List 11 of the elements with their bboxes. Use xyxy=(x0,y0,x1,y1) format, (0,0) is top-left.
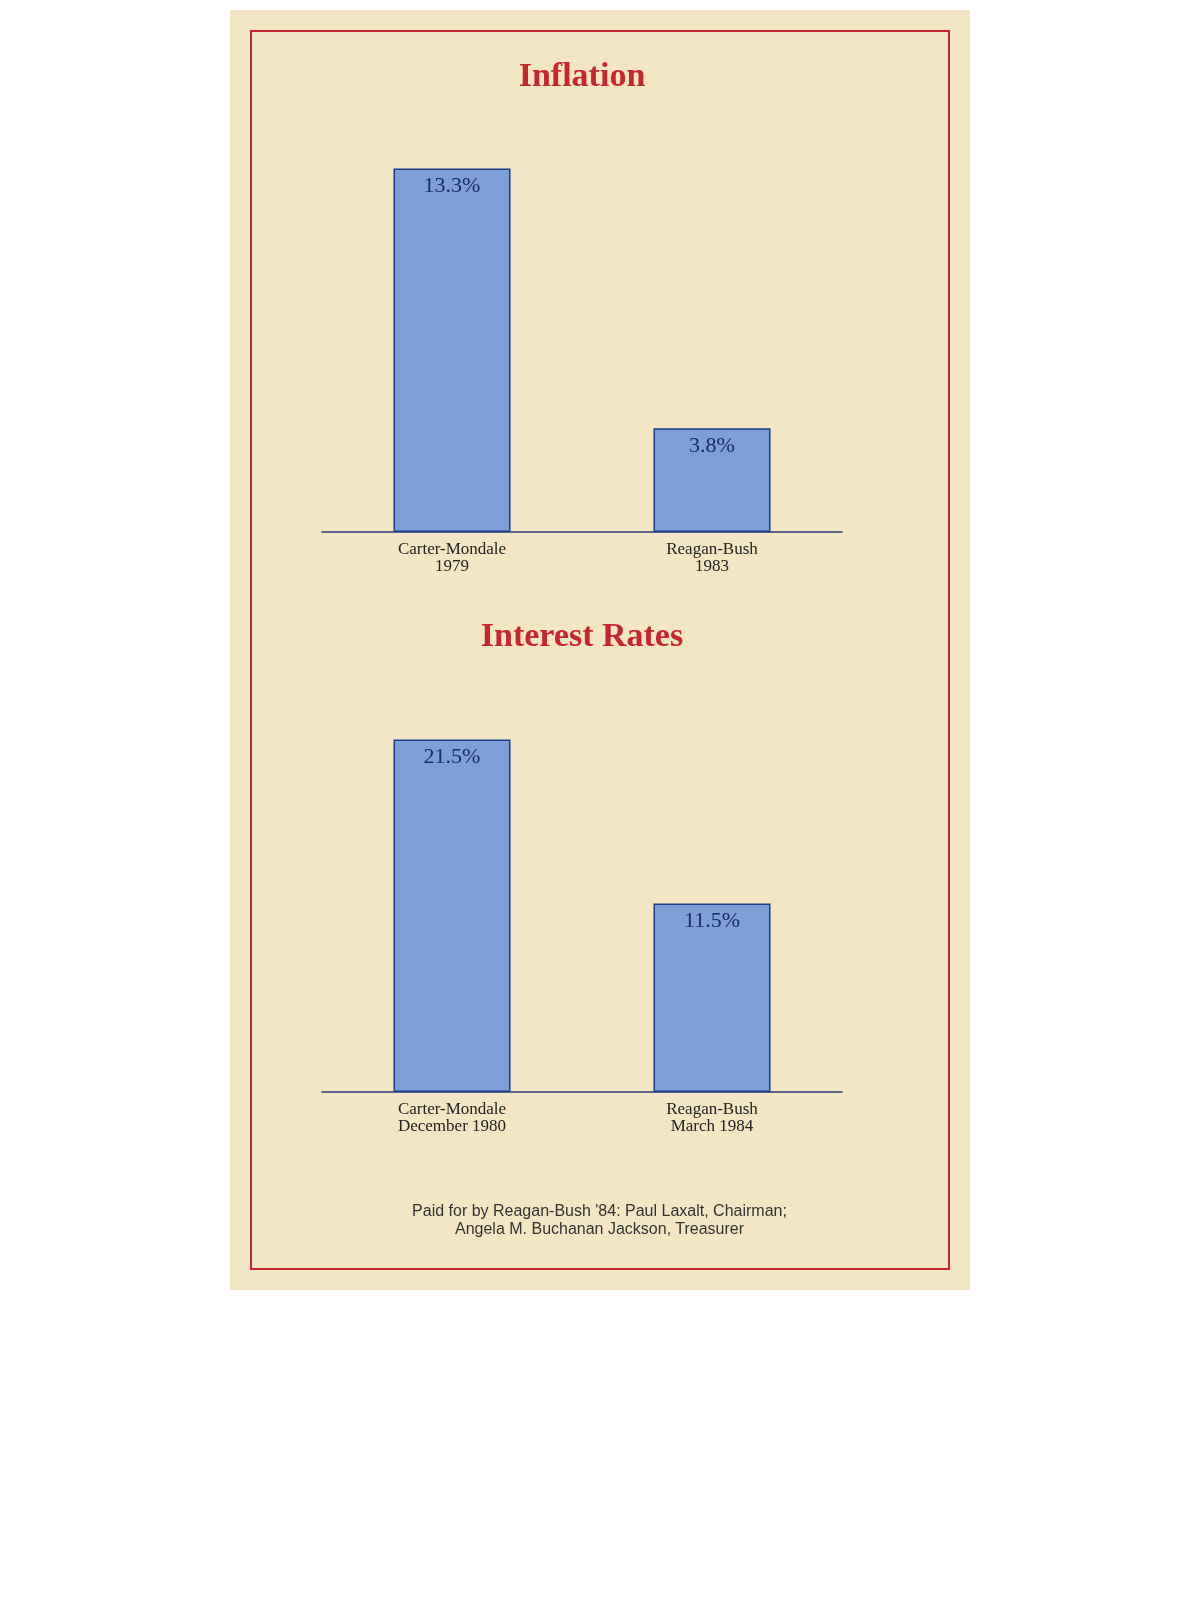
data-label: 3.8% xyxy=(688,431,735,457)
x-tick-label: Reagan-Bush 1983 xyxy=(665,539,758,575)
data-label: 11.5% xyxy=(683,906,740,932)
text: Paid for by Reagan-Bush '84: Paul Laxalt, Chairman; Angela M. Buchanan Jackson, Treasurer xyxy=(411,1202,788,1238)
x-tick-label: Reagan-Bush March 1984 xyxy=(665,1099,758,1135)
chart-title: Inflation xyxy=(518,55,645,93)
chart-title: Interest Rates xyxy=(480,615,683,653)
x-tick-label: Carter-Mondale 1979 xyxy=(397,539,506,575)
data-label: 21.5% xyxy=(423,742,480,768)
data-label: 13.3% xyxy=(423,171,480,197)
x-tick-label: Carter-Mondale December 1980 xyxy=(397,1099,506,1135)
